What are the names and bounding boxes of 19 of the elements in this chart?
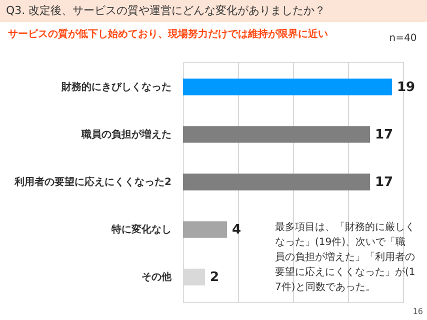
data-label: 4 bbox=[232, 222, 242, 238]
data-label: 2 bbox=[210, 270, 220, 286]
y-tick-label: その他 bbox=[142, 271, 172, 284]
bar bbox=[183, 221, 227, 238]
chart-subtitle: サービスの質が低下し始めており、現場努力だけでは維持が限界に近い bbox=[8, 28, 328, 40]
y-tick-label: 職員の負担が増えた bbox=[80, 128, 172, 140]
data-label: 17 bbox=[375, 127, 394, 142]
text: 16 bbox=[412, 307, 423, 316]
chart-title: Q3. 改定後、サービスの質や運営にどんな変化がありましたか？ bbox=[6, 4, 326, 17]
annotation: 最多項目は、「財務的に厳しくなった」(19件)、次いで「職員の負担が増えた」「利用者の要望に応えにくくなった」が(17件)と同数であった。 bbox=[275, 221, 416, 293]
data-label: 17 bbox=[375, 175, 394, 190]
y-tick-label: 財務的にきびしくなった bbox=[60, 80, 172, 93]
y-tick-label: 利用者の要望に応えにくくなった2 bbox=[14, 176, 172, 188]
bar bbox=[183, 78, 392, 96]
y-tick-label: 特に変化なし bbox=[110, 224, 172, 236]
text: n=40 bbox=[389, 33, 417, 44]
data-label: 19 bbox=[397, 80, 416, 95]
bar bbox=[183, 174, 370, 190]
bar bbox=[183, 126, 370, 143]
